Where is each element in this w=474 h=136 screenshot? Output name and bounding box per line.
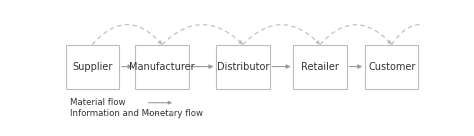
Text: Manufacturer: Manufacturer [129,62,195,72]
FancyBboxPatch shape [293,45,346,89]
Text: Information and Monetary flow: Information and Monetary flow [70,109,203,118]
FancyBboxPatch shape [136,45,189,89]
FancyBboxPatch shape [66,45,119,89]
Text: Retailer: Retailer [301,62,339,72]
Text: Customer: Customer [368,62,415,72]
FancyBboxPatch shape [365,45,419,89]
Text: Material flow: Material flow [70,98,126,107]
FancyBboxPatch shape [216,45,270,89]
Text: Supplier: Supplier [72,62,112,72]
Text: Distributor: Distributor [217,62,269,72]
